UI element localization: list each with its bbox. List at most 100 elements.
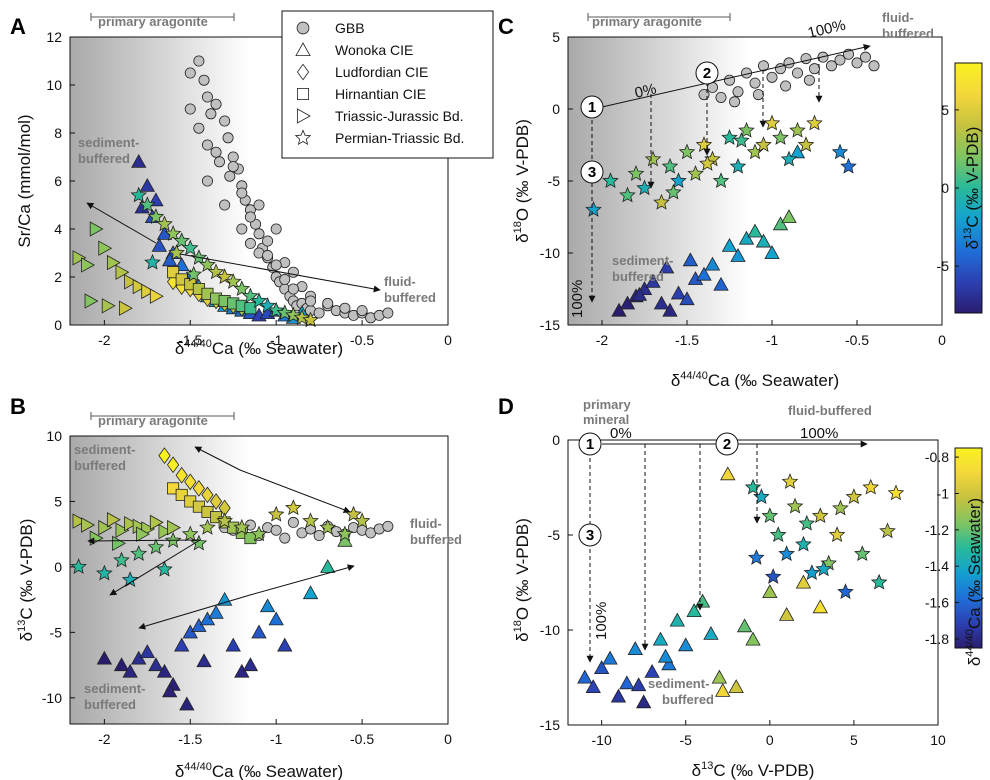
point-gbb: [244, 211, 256, 223]
point-permian-triassic-bd-: [267, 505, 285, 522]
bracket-b: [90, 412, 235, 420]
point-permian-triassic-bd-: [769, 526, 787, 543]
point-wonoka-cie: [762, 584, 778, 598]
point-wonoka-cie: [585, 679, 601, 693]
colorbar-d: [954, 447, 983, 649]
point-permian-triassic-bd-: [854, 545, 871, 562]
point-gbb: [729, 96, 741, 108]
pct-100-d: 100%: [800, 425, 838, 442]
point-wonoka-cie: [131, 153, 147, 168]
point-permian-triassic-bd-: [585, 201, 602, 217]
point-permian-triassic-bd-: [721, 129, 738, 145]
point-gbb: [184, 103, 196, 115]
panel-c: C -2 -1.5 -1 -0.5 0 -15 -10 -5 0 5 primary aragon…: [498, 10, 983, 390]
point-ludfordian-cie: [166, 456, 180, 474]
point-gbb: [205, 108, 217, 120]
point-gbb: [198, 74, 210, 86]
point-triassic-jurassic-bd-: [115, 522, 130, 538]
point-permian-triassic-bd-: [795, 535, 812, 552]
y-axis-label-d: δ18O (‰ V-PDB): [512, 518, 532, 642]
point-triassic-jurassic-bd-: [81, 257, 96, 273]
point-gbb: [236, 223, 248, 235]
point-gbb: [201, 139, 213, 151]
y-tick-label: -15: [540, 317, 560, 333]
point-wonoka-cie: [778, 606, 795, 621]
point-gbb: [780, 80, 792, 92]
point-permian-triassic-bd-: [811, 507, 829, 524]
point-gbb: [222, 132, 234, 144]
primary-aragonite-label-c: primary aragonite: [592, 14, 702, 29]
point-gbb: [803, 74, 815, 86]
legend-items: GBB Wonoka CIE Ludfordian CIE Hirnantian CI…: [294, 20, 464, 146]
legend-label-wonoka-cie: Wonoka CIE: [335, 42, 413, 58]
x-tick-label: 0: [444, 332, 452, 348]
point-permian-triassic-bd-: [806, 114, 823, 131]
point-gbb: [305, 295, 317, 307]
panel-letter-d: D: [498, 394, 514, 419]
legend-label-gbb: GBB: [335, 20, 365, 36]
point-wonoka-cie: [662, 302, 678, 317]
point-gbb: [287, 283, 299, 295]
point-permian-triassic-bd-: [619, 186, 636, 203]
x-tick-label: -1.5: [178, 332, 202, 348]
point-wonoka-cie: [669, 612, 685, 627]
point-permian-triassic-bd-: [147, 208, 165, 225]
point-permian-triassic-bd-: [276, 304, 294, 321]
point-permian-triassic-bd-: [763, 114, 781, 131]
point-permian-triassic-bd-: [113, 551, 130, 568]
point-permian-triassic-bd-: [695, 136, 713, 153]
point-wonoka-cie: [721, 237, 738, 252]
y-tick-label: 10: [46, 77, 62, 93]
ticks-d: -10 -5 0 5 10 -15 -10 -5 0: [540, 432, 946, 748]
point-gbb: [715, 91, 727, 103]
x-axis-label-a: δ44/40Ca (‰ Seawater): [175, 338, 343, 358]
point-gbb: [313, 529, 325, 541]
point-wonoka-cie: [630, 677, 647, 692]
y-tick-label: 2: [54, 269, 62, 285]
point-wonoka-cie: [679, 291, 695, 306]
point-wonoka-cie: [242, 657, 259, 672]
point-triassic-jurassic-bd-: [124, 516, 138, 532]
scatter-marks-b: [70, 447, 394, 711]
y-tick-label: 6: [54, 173, 62, 189]
point-wonoka-cie: [139, 177, 155, 192]
point-gbb: [270, 524, 282, 536]
svg-text:1: 1: [586, 436, 594, 453]
point-gbb: [752, 89, 764, 101]
point-permian-triassic-bd-: [302, 311, 319, 328]
ticks-c: -2 -1.5 -1 -0.5 0 -15 -10 -5 0 5: [540, 29, 946, 348]
point-permian-triassic-bd-: [789, 121, 806, 138]
arrow-fluid-topleft-b: [194, 446, 241, 471]
point-wonoka-cie: [696, 266, 712, 281]
arrow-sediment-bottom-b: [138, 594, 251, 630]
point-wonoka-cie: [225, 637, 241, 652]
point-triassic-jurassic-bd-: [141, 283, 156, 300]
x-axis-label-c: δ44/40Ca (‰ Seawater): [671, 370, 839, 390]
point-wonoka-cie: [657, 648, 674, 663]
colorbar-label-d: δ44/40Ca (‰ Seawater): [964, 498, 984, 666]
point-gbb: [766, 71, 778, 83]
primary-aragonite-label-a: primary aragonite: [98, 14, 208, 29]
point-permian-triassic-bd-: [764, 568, 782, 584]
point-ludfordian-cie: [175, 466, 188, 484]
colorbar-tick-label: -1: [937, 485, 950, 501]
point-wonoka-cie: [694, 593, 711, 608]
point-permian-triassic-bd-: [319, 518, 337, 535]
point-gbb: [287, 516, 299, 528]
circle-1-c: 1: [580, 95, 604, 119]
point-permian-triassic-bd-: [780, 150, 798, 167]
point-wonoka-cie: [653, 295, 670, 310]
point-wonoka-cie: [139, 644, 155, 658]
point-permian-triassic-bd-: [797, 136, 815, 153]
y-tick-label: 0: [552, 101, 560, 117]
circle-1-d: 1: [578, 432, 602, 456]
point-wonoka-cie: [161, 683, 178, 698]
primary-aragonite-label-b: primary aragonite: [98, 413, 208, 428]
point-wonoka-cie: [713, 276, 729, 291]
point-wonoka-cie: [738, 230, 755, 245]
point-gbb: [201, 175, 213, 187]
x-tick-label: -2: [98, 332, 111, 348]
point-gbb: [227, 151, 239, 163]
legend-marker-hirnantian-cie: [296, 88, 309, 101]
y-tick-label: 0: [54, 317, 62, 333]
